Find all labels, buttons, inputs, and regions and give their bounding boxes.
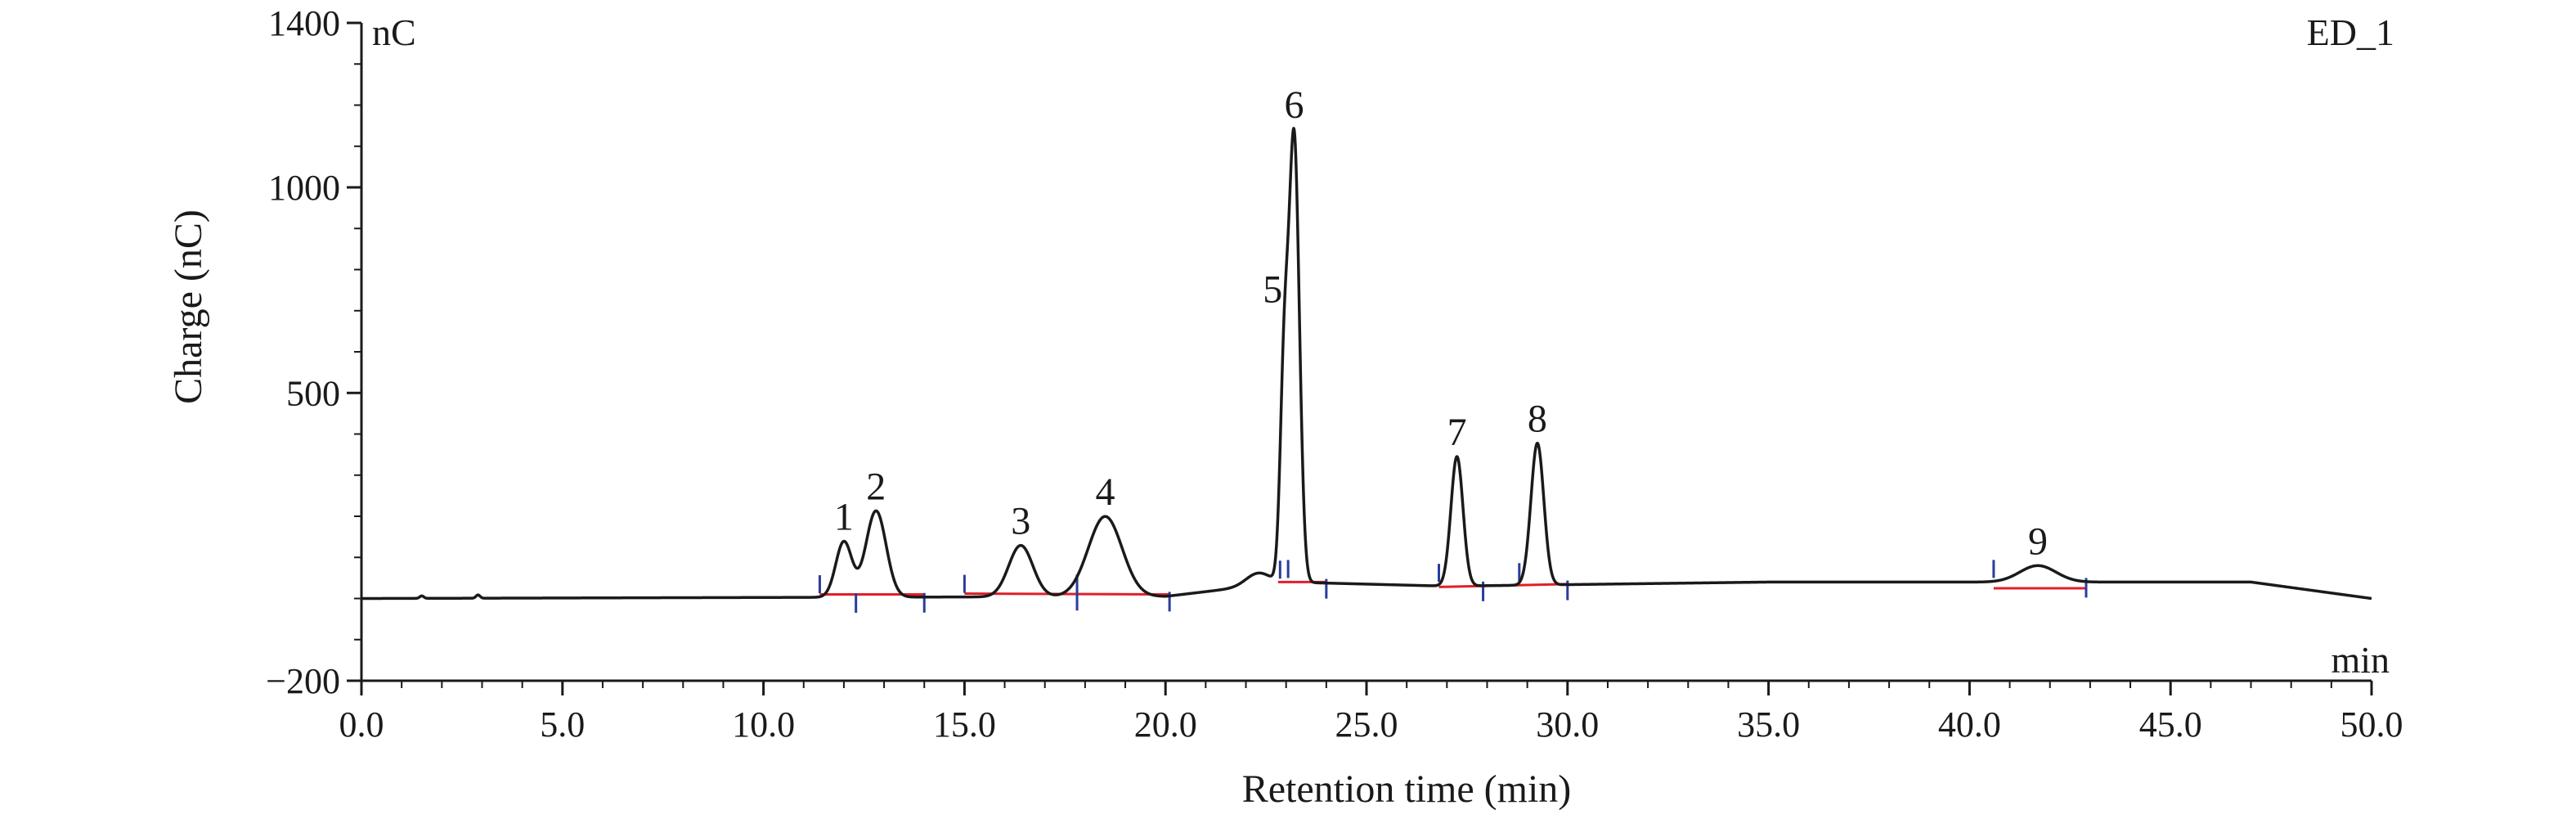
y-tick-label: 1400 <box>268 3 340 43</box>
x-unit-label: min <box>2331 639 2390 681</box>
x-tick-label: 10.0 <box>732 704 795 745</box>
peak-label: 2 <box>866 465 886 508</box>
peak-label: 4 <box>1095 470 1115 514</box>
x-tick-label: 20.0 <box>1134 704 1197 745</box>
y-axis-title: Charge (nC) <box>167 209 210 404</box>
peak-label: 9 <box>2028 520 2048 563</box>
axes: −200 500 1000 1400 0.0 5.0 10.0 15.0 20.0 25.0 30.… <box>266 3 2403 745</box>
integration-baseline <box>964 592 1170 596</box>
peak-label: 3 <box>1011 500 1030 543</box>
x-tick-label: 45.0 <box>2139 704 2202 745</box>
x-tick-label: 35.0 <box>1737 704 1800 745</box>
x-tick-label: 50.0 <box>2340 704 2403 745</box>
x-axis-title: Retention time (min) <box>1242 767 1572 811</box>
x-tick-label: 40.0 <box>1938 704 2001 745</box>
y-unit-label: nC <box>372 11 416 53</box>
peak-labels: 12 3 4 5 6 7 8 9 <box>834 83 2048 563</box>
channel-label: ED_1 <box>2307 11 2394 53</box>
x-tick-label: 5.0 <box>540 704 585 745</box>
x-tick-label: 15.0 <box>933 704 996 745</box>
peak-label: 6 <box>1285 83 1304 127</box>
integration-baselines <box>819 580 2086 596</box>
peak-label: 5 <box>1263 268 1282 312</box>
x-tick-label: 25.0 <box>1335 704 1398 745</box>
x-tick-label: 30.0 <box>1536 704 1599 745</box>
x-tick-label: 0.0 <box>339 704 384 745</box>
chart-labels: nC ED_1 min Retention time (min) Charge … <box>167 11 2394 811</box>
peak-label: 8 <box>1528 398 1547 441</box>
y-tick-label: −200 <box>266 661 340 701</box>
chromatogram-trace <box>360 127 2373 601</box>
peak-label: 1 <box>834 496 854 539</box>
y-tick-label: 1000 <box>268 168 340 208</box>
y-tick-label: 500 <box>286 373 340 413</box>
peak-label: 7 <box>1447 411 1467 454</box>
